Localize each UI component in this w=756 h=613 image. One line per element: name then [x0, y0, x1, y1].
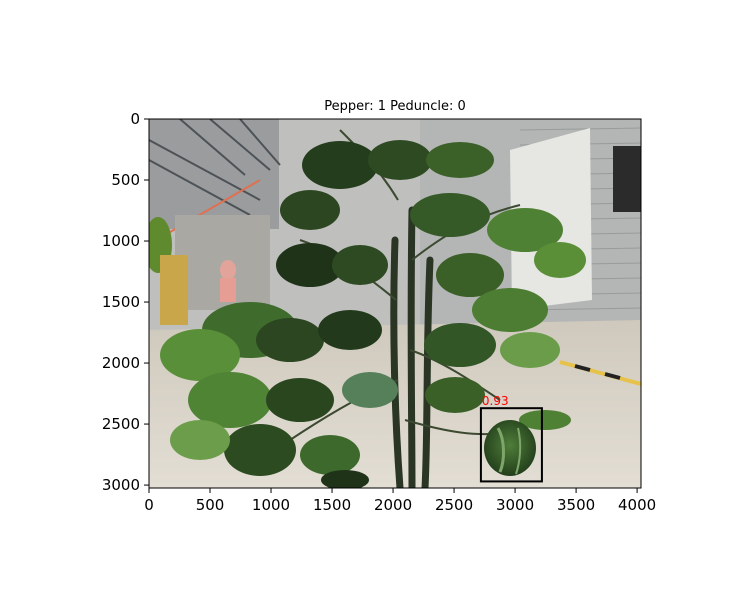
x-tick-label: 3000 — [496, 496, 534, 514]
x-tick-label: 1000 — [252, 496, 290, 514]
x-tick-label: 2000 — [374, 496, 412, 514]
x-tick-label: 500 — [196, 496, 225, 514]
y-tick-label: 3000 — [102, 476, 140, 494]
y-tick-label: 0 — [130, 110, 140, 128]
y-tick-label: 2000 — [102, 354, 140, 372]
x-tick-label: 0 — [144, 496, 154, 514]
x-tick-label: 3500 — [557, 496, 595, 514]
y-axis: 0 500 1000 1500 2000 2500 3000 — [102, 110, 149, 494]
x-tick-label: 2500 — [435, 496, 473, 514]
y-tick-label: 1500 — [102, 293, 140, 311]
plant-photo — [149, 119, 641, 488]
chart-title: Pepper: 1 Peduncle: 0 — [324, 99, 466, 114]
x-tick-label: 1500 — [313, 496, 351, 514]
y-tick-label: 2500 — [102, 415, 140, 433]
detection-box — [479, 407, 543, 483]
x-tick-label: 4000 — [618, 496, 656, 514]
y-tick-label: 500 — [111, 171, 140, 189]
detection-score-label: 0.93 — [482, 394, 509, 408]
x-axis: 0 500 1000 1500 2000 2500 3000 3500 4000 — [144, 488, 656, 514]
axes-frame — [148, 118, 642, 489]
y-tick-label: 1000 — [102, 232, 140, 250]
